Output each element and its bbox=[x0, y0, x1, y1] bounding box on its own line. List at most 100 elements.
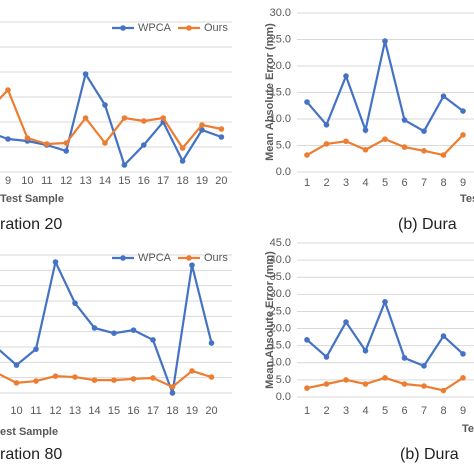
data-point bbox=[362, 381, 369, 387]
data-point bbox=[343, 319, 349, 325]
legend-marker bbox=[186, 255, 192, 261]
y-tick-label: 25.0 bbox=[270, 305, 291, 317]
x-tick-label: 15 bbox=[108, 405, 120, 417]
data-point bbox=[208, 374, 215, 380]
x-axis-title: Te bbox=[462, 423, 474, 435]
caption: (b) Dura bbox=[400, 446, 459, 463]
data-point bbox=[460, 108, 466, 114]
data-point bbox=[150, 337, 156, 343]
data-point bbox=[421, 148, 427, 154]
data-point bbox=[199, 127, 205, 133]
series-line bbox=[0, 258, 213, 394]
data-point bbox=[33, 378, 39, 384]
y-axis-title: Mean Absolute Error (mm) bbox=[264, 23, 276, 161]
x-tick-label: 16 bbox=[138, 175, 150, 187]
data-point bbox=[304, 152, 310, 158]
data-point bbox=[343, 73, 349, 79]
data-point bbox=[421, 128, 427, 134]
data-point bbox=[121, 115, 128, 121]
data-point bbox=[141, 142, 147, 148]
data-point bbox=[33, 346, 39, 352]
y-tick-label: 15.0 bbox=[270, 340, 291, 352]
x-tick-label: 13 bbox=[69, 405, 81, 417]
x-tick-label: 6 bbox=[401, 405, 407, 417]
x-tick-label: 1 bbox=[304, 405, 310, 417]
data-point bbox=[189, 368, 195, 374]
data-point bbox=[323, 381, 330, 387]
y-tick-label: 30.0 bbox=[270, 7, 291, 19]
x-axis-title: Test Sample bbox=[0, 193, 64, 205]
data-point bbox=[141, 118, 147, 124]
data-point bbox=[13, 380, 20, 386]
data-point bbox=[63, 140, 69, 146]
x-tick-label: 1 bbox=[304, 177, 310, 189]
y-axis-title: Mean Absolute Error (mm) bbox=[264, 251, 276, 389]
x-tick-label: 10 bbox=[10, 405, 22, 417]
data-point bbox=[323, 141, 330, 147]
y-tick-label: 30.0 bbox=[270, 288, 291, 300]
data-point bbox=[208, 340, 215, 346]
data-point bbox=[179, 145, 186, 151]
data-point bbox=[401, 117, 408, 123]
y-tick-label: 10.0 bbox=[270, 113, 291, 125]
data-point bbox=[130, 376, 137, 382]
legend-label: Ours bbox=[204, 22, 228, 34]
x-tick-label: 4 bbox=[362, 177, 368, 189]
x-axis-title: Tes bbox=[460, 193, 474, 205]
data-point bbox=[82, 71, 89, 77]
data-point bbox=[82, 115, 89, 121]
x-tick-label: 3 bbox=[343, 177, 349, 189]
x-tick-label: 13 bbox=[79, 175, 91, 187]
data-point bbox=[179, 158, 186, 164]
x-tick-label: 19 bbox=[196, 175, 208, 187]
x-tick-label: 12 bbox=[60, 175, 72, 187]
x-tick-label: 14 bbox=[88, 405, 100, 417]
x-tick-label: 17 bbox=[147, 405, 159, 417]
data-point bbox=[460, 132, 466, 138]
x-tick-label: 9 bbox=[460, 177, 466, 189]
x-tick-label: 16 bbox=[127, 405, 139, 417]
data-point bbox=[460, 375, 466, 381]
data-point bbox=[304, 385, 310, 391]
x-tick-label: 9 bbox=[460, 405, 466, 417]
y-tick-label: 25.0 bbox=[270, 33, 291, 45]
data-point bbox=[169, 384, 176, 390]
data-point bbox=[44, 141, 50, 147]
legend-marker bbox=[186, 25, 192, 31]
data-point bbox=[189, 262, 195, 268]
legend-label: WPCA bbox=[138, 252, 172, 264]
caption: ration 80 bbox=[0, 446, 62, 463]
data-point bbox=[460, 351, 466, 357]
data-point bbox=[304, 337, 310, 343]
data-point bbox=[362, 146, 369, 153]
x-tick-label: 19 bbox=[186, 405, 198, 417]
data-point bbox=[102, 102, 108, 108]
data-point bbox=[382, 375, 388, 381]
x-tick-label: 5 bbox=[382, 177, 388, 189]
y-tick-label: 20.0 bbox=[270, 60, 291, 72]
x-tick-label: 9 bbox=[5, 175, 11, 187]
caption: (b) Dura bbox=[398, 216, 457, 233]
x-tick-label: 6 bbox=[401, 177, 407, 189]
series-line bbox=[306, 40, 464, 135]
x-tick-label: 20 bbox=[205, 405, 217, 417]
data-point bbox=[102, 140, 108, 146]
x-tick-label: 15 bbox=[118, 175, 130, 187]
data-point bbox=[421, 363, 427, 369]
x-tick-label: 8 bbox=[440, 177, 446, 189]
data-point bbox=[52, 259, 59, 265]
data-point bbox=[91, 325, 98, 331]
data-point bbox=[362, 348, 369, 354]
x-tick-label: 5 bbox=[382, 405, 388, 417]
y-tick-label: 0.0 bbox=[276, 166, 291, 178]
legend-label: WPCA bbox=[138, 22, 172, 34]
data-point bbox=[52, 373, 59, 379]
data-point bbox=[382, 38, 388, 44]
y-tick-label: 0.0 bbox=[276, 391, 291, 403]
y-tick-label: 10.0 bbox=[270, 357, 291, 369]
data-point bbox=[111, 330, 117, 337]
data-point bbox=[5, 87, 11, 93]
x-tick-label: 3 bbox=[343, 405, 349, 417]
data-point bbox=[199, 122, 205, 128]
y-tick-label: 5.0 bbox=[276, 139, 291, 151]
